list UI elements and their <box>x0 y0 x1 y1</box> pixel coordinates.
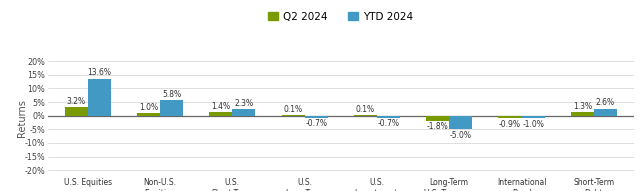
Text: 1.3%: 1.3% <box>573 102 592 111</box>
Text: 2.3%: 2.3% <box>234 99 253 108</box>
Bar <box>282 115 305 116</box>
Text: -1.8%: -1.8% <box>427 122 449 131</box>
Text: -1.0%: -1.0% <box>522 120 544 129</box>
Bar <box>305 116 328 118</box>
Text: 5.8%: 5.8% <box>162 90 181 99</box>
Y-axis label: Returns: Returns <box>17 100 27 137</box>
Text: 0.1%: 0.1% <box>284 105 303 114</box>
Bar <box>426 116 449 121</box>
Text: -0.9%: -0.9% <box>499 120 521 129</box>
Text: 13.6%: 13.6% <box>87 68 111 77</box>
Text: 1.4%: 1.4% <box>211 101 230 111</box>
Text: 2.6%: 2.6% <box>596 98 615 107</box>
Bar <box>522 116 545 118</box>
Bar <box>137 113 160 116</box>
Bar <box>377 116 400 118</box>
Text: -0.7%: -0.7% <box>305 119 327 128</box>
Text: 3.2%: 3.2% <box>67 97 86 106</box>
Bar <box>65 107 88 116</box>
Legend: Q2 2024, YTD 2024: Q2 2024, YTD 2024 <box>269 11 413 22</box>
Text: -0.7%: -0.7% <box>378 119 399 128</box>
Text: 0.1%: 0.1% <box>356 105 375 114</box>
Text: 1.0%: 1.0% <box>139 103 158 112</box>
Bar <box>232 109 255 116</box>
Bar <box>354 115 377 116</box>
Bar <box>594 109 617 116</box>
Bar <box>571 112 594 116</box>
Bar <box>160 100 183 116</box>
Bar <box>499 116 522 118</box>
Text: -5.0%: -5.0% <box>450 131 472 140</box>
Bar <box>449 116 472 129</box>
Bar <box>209 112 232 116</box>
Bar <box>88 79 111 116</box>
